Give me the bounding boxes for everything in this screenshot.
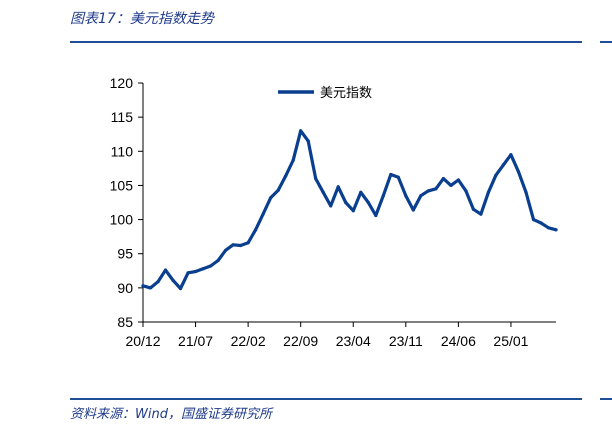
data-point <box>178 286 183 291</box>
data-point <box>194 269 198 274</box>
data-point <box>524 190 528 194</box>
data-point <box>494 173 498 177</box>
data-point <box>321 190 325 194</box>
data-point <box>336 185 340 189</box>
data-point <box>359 190 363 194</box>
figure-title: 图表17：美元指数走势 <box>70 11 214 27</box>
data-point <box>441 177 445 181</box>
data-point <box>374 213 378 218</box>
bottom-rule <box>70 398 582 400</box>
data-point <box>389 172 393 177</box>
data-point <box>314 177 318 181</box>
y-tick-label: 120 <box>110 75 134 91</box>
data-point <box>449 183 453 187</box>
series-line <box>141 129 558 291</box>
data-point <box>156 280 160 284</box>
top-rule-right <box>600 41 612 43</box>
x-tick-label: 23/04 <box>336 333 371 349</box>
data-point <box>486 190 490 194</box>
data-point <box>231 243 235 247</box>
legend: 美元指数 <box>278 86 372 101</box>
data-point <box>344 200 348 205</box>
data-point <box>276 188 280 192</box>
bottom-rule-right <box>600 398 612 400</box>
y-tick-label: 105 <box>110 177 134 193</box>
x-tick-label: 22/09 <box>283 333 318 349</box>
data-point <box>201 267 205 271</box>
data-point <box>539 221 543 225</box>
data-point <box>479 212 483 216</box>
x-tick-label: 23/11 <box>389 333 423 349</box>
y-tick-label: 95 <box>117 246 133 262</box>
data-point <box>426 189 430 193</box>
data-point <box>209 264 213 268</box>
data-point <box>366 200 370 205</box>
data-point <box>509 153 513 157</box>
data-point <box>419 194 423 198</box>
data-point <box>531 218 536 222</box>
data-point <box>254 228 258 232</box>
data-point <box>471 207 475 211</box>
data-point <box>329 204 333 208</box>
data-point <box>411 208 415 212</box>
y-tick-label: 115 <box>111 109 134 125</box>
x-tick-label: 24/06 <box>441 333 476 349</box>
data-point <box>239 243 243 248</box>
data-point <box>554 228 558 232</box>
source-note: 资料来源：Wind，国盛证券研究所 <box>70 407 272 422</box>
data-point <box>306 139 310 143</box>
data-point <box>456 178 460 182</box>
top-rule <box>70 41 582 43</box>
data-point <box>299 129 303 133</box>
y-tick-label: 85 <box>117 314 133 330</box>
data-point <box>224 248 228 252</box>
data-point <box>464 189 468 193</box>
data-point <box>291 158 295 162</box>
data-point <box>351 209 355 213</box>
data-point <box>216 258 220 263</box>
data-point <box>381 194 385 198</box>
data-point <box>186 271 190 275</box>
series-layer <box>141 129 558 291</box>
y-tick-label: 90 <box>117 280 133 296</box>
x-axis: 20/12 21/07 22/02 22/09 23/04 23/11 24/06 25/01 <box>125 321 556 349</box>
y-axis: 85 90 95 100 105 110 115 120 <box>110 75 144 330</box>
x-tick-label: 25/01 <box>493 333 528 349</box>
data-point <box>269 196 273 200</box>
data-point <box>396 175 400 179</box>
x-tick-label: 20/12 <box>125 333 160 349</box>
data-point <box>171 278 175 282</box>
data-point <box>163 268 168 272</box>
data-point <box>516 170 521 174</box>
data-point <box>434 187 438 191</box>
legend-label: 美元指数 <box>320 86 372 101</box>
data-point <box>546 226 551 230</box>
data-point <box>404 194 408 198</box>
x-tick-label: 21/07 <box>178 333 213 349</box>
data-point <box>261 212 265 216</box>
data-point <box>141 284 145 288</box>
data-point <box>501 163 505 167</box>
data-point <box>246 241 250 245</box>
x-tick-label: 22/02 <box>231 333 266 349</box>
y-tick-label: 100 <box>110 212 134 228</box>
data-point <box>284 174 288 178</box>
data-point <box>148 286 153 290</box>
y-tick-label: 110 <box>111 143 134 159</box>
